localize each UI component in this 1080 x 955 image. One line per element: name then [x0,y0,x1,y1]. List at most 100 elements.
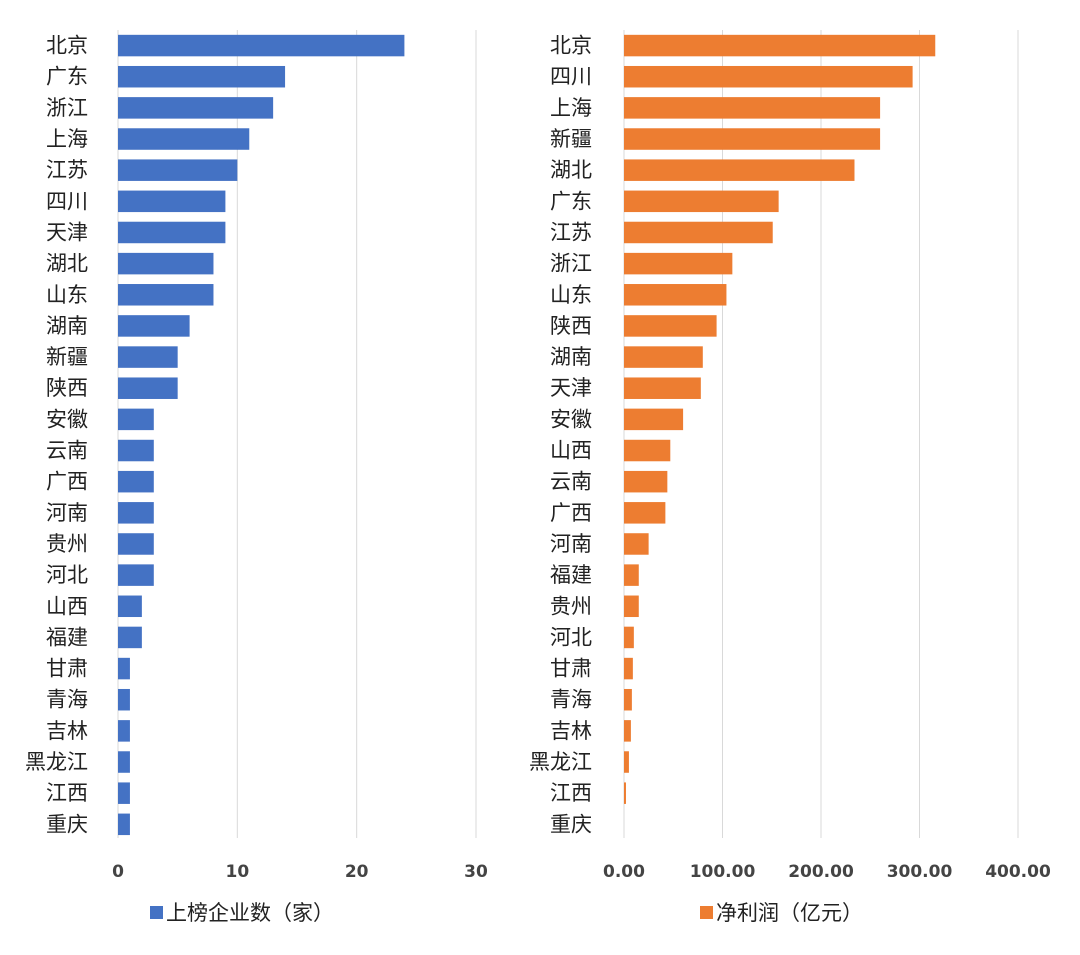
right-category-label-24: 江西 [550,781,592,805]
right-category-label-13: 山西 [550,439,592,463]
left-category-label-17: 河北 [46,563,88,587]
right-category-label-25: 重庆 [550,812,592,836]
right-category-label-9: 陕西 [550,314,592,338]
left-category-label-6: 天津 [46,220,88,244]
left-bar-8 [118,284,214,306]
left-category-label-1: 广东 [46,65,88,89]
left-bar-11 [118,377,178,399]
left-category-label-3: 上海 [46,127,88,151]
left-category-label-22: 吉林 [46,719,88,743]
right-category-label-2: 上海 [550,96,592,120]
right-category-label-16: 河南 [550,532,592,556]
right-bar-0 [624,34,936,57]
left-bar-1 [118,65,286,88]
left-tick-label-2: 20 [345,862,369,882]
right-bar-18 [624,595,639,618]
right-bar-17 [624,564,639,586]
right-category-label-19: 河北 [550,625,592,649]
right-bar-16 [624,533,649,555]
right-category-label-11: 天津 [550,376,592,400]
right-tick-label-3: 300.00 [887,862,953,882]
right-legend-label: 净利润（亿元） [716,901,863,925]
right-bar-23 [624,751,629,773]
right-bar-24 [624,782,626,804]
right-category-label-8: 山东 [550,283,592,307]
left-tick-label-1: 10 [225,862,249,882]
right-category-label-12: 安徽 [550,407,592,431]
right-category-label-20: 甘肃 [550,657,592,681]
right-category-label-14: 云南 [550,470,592,494]
right-bar-8 [624,284,727,306]
left-bar-14 [118,470,154,493]
right-bar-20 [624,657,633,680]
left-category-label-20: 甘肃 [46,657,88,681]
right-tick-label-1: 100.00 [690,862,756,882]
left-bar-24 [118,782,130,804]
right-bar-11 [624,377,701,399]
left-category-label-8: 山东 [46,283,88,307]
left-bar-17 [118,564,154,586]
left-bar-23 [118,751,130,773]
right-bar-19 [624,626,634,649]
left-category-label-13: 云南 [46,439,88,463]
left-bar-9 [118,315,190,337]
left-legend-swatch [150,906,163,919]
right-category-label-10: 湖南 [550,345,592,369]
right-tick-label-2: 200.00 [788,862,854,882]
left-category-label-10: 新疆 [46,345,88,369]
right-category-label-1: 四川 [550,65,592,89]
left-bar-12 [118,408,154,431]
left-category-label-11: 陕西 [46,376,88,400]
left-category-label-24: 江西 [46,781,88,805]
left-category-label-18: 山西 [46,594,88,618]
left-category-label-16: 贵州 [46,532,88,556]
left-category-label-9: 湖南 [46,314,88,338]
left-category-label-7: 湖北 [46,252,88,276]
left-category-label-14: 广西 [46,470,88,494]
right-tick-label-0: 0.00 [603,862,645,882]
left-category-label-2: 浙江 [46,96,88,120]
left-bar-19 [118,626,142,649]
left-category-label-21: 青海 [46,688,88,712]
left-bar-25 [118,813,130,836]
left-bar-15 [118,502,154,524]
right-category-label-23: 黑龙江 [529,750,592,774]
left-bar-20 [118,657,130,680]
left-category-label-23: 黑龙江 [25,750,88,774]
left-category-label-4: 江苏 [46,158,88,182]
left-bar-22 [118,720,130,742]
right-category-label-5: 广东 [550,189,592,213]
right-category-label-17: 福建 [550,563,592,587]
left-category-label-0: 北京 [46,34,88,58]
left-category-label-19: 福建 [46,625,88,649]
right-bar-3 [624,128,881,150]
right-bar-7 [624,252,733,275]
right-bar-13 [624,439,671,462]
left-category-label-5: 四川 [46,189,88,213]
left-bar-2 [118,97,274,119]
left-bar-13 [118,439,154,462]
right-category-label-22: 吉林 [550,719,592,743]
right-bar-1 [624,65,913,88]
right-bar-4 [624,159,855,181]
left-category-label-15: 河南 [46,501,88,525]
left-bar-0 [118,34,405,57]
left-bar-5 [118,190,226,213]
right-category-label-3: 新疆 [550,127,592,151]
right-category-label-21: 青海 [550,688,592,712]
right-bar-12 [624,408,684,431]
right-category-label-18: 贵州 [550,594,592,618]
right-category-label-15: 广西 [550,501,592,525]
right-category-label-4: 湖北 [550,158,592,182]
left-bar-18 [118,595,142,618]
right-bar-14 [624,470,668,493]
left-category-label-12: 安徽 [46,407,88,431]
left-bar-16 [118,533,154,555]
left-tick-label-0: 0 [112,862,124,882]
right-category-label-0: 北京 [550,34,592,58]
left-bar-3 [118,128,250,150]
right-bar-10 [624,346,703,368]
right-tick-label-4: 400.00 [985,862,1051,882]
